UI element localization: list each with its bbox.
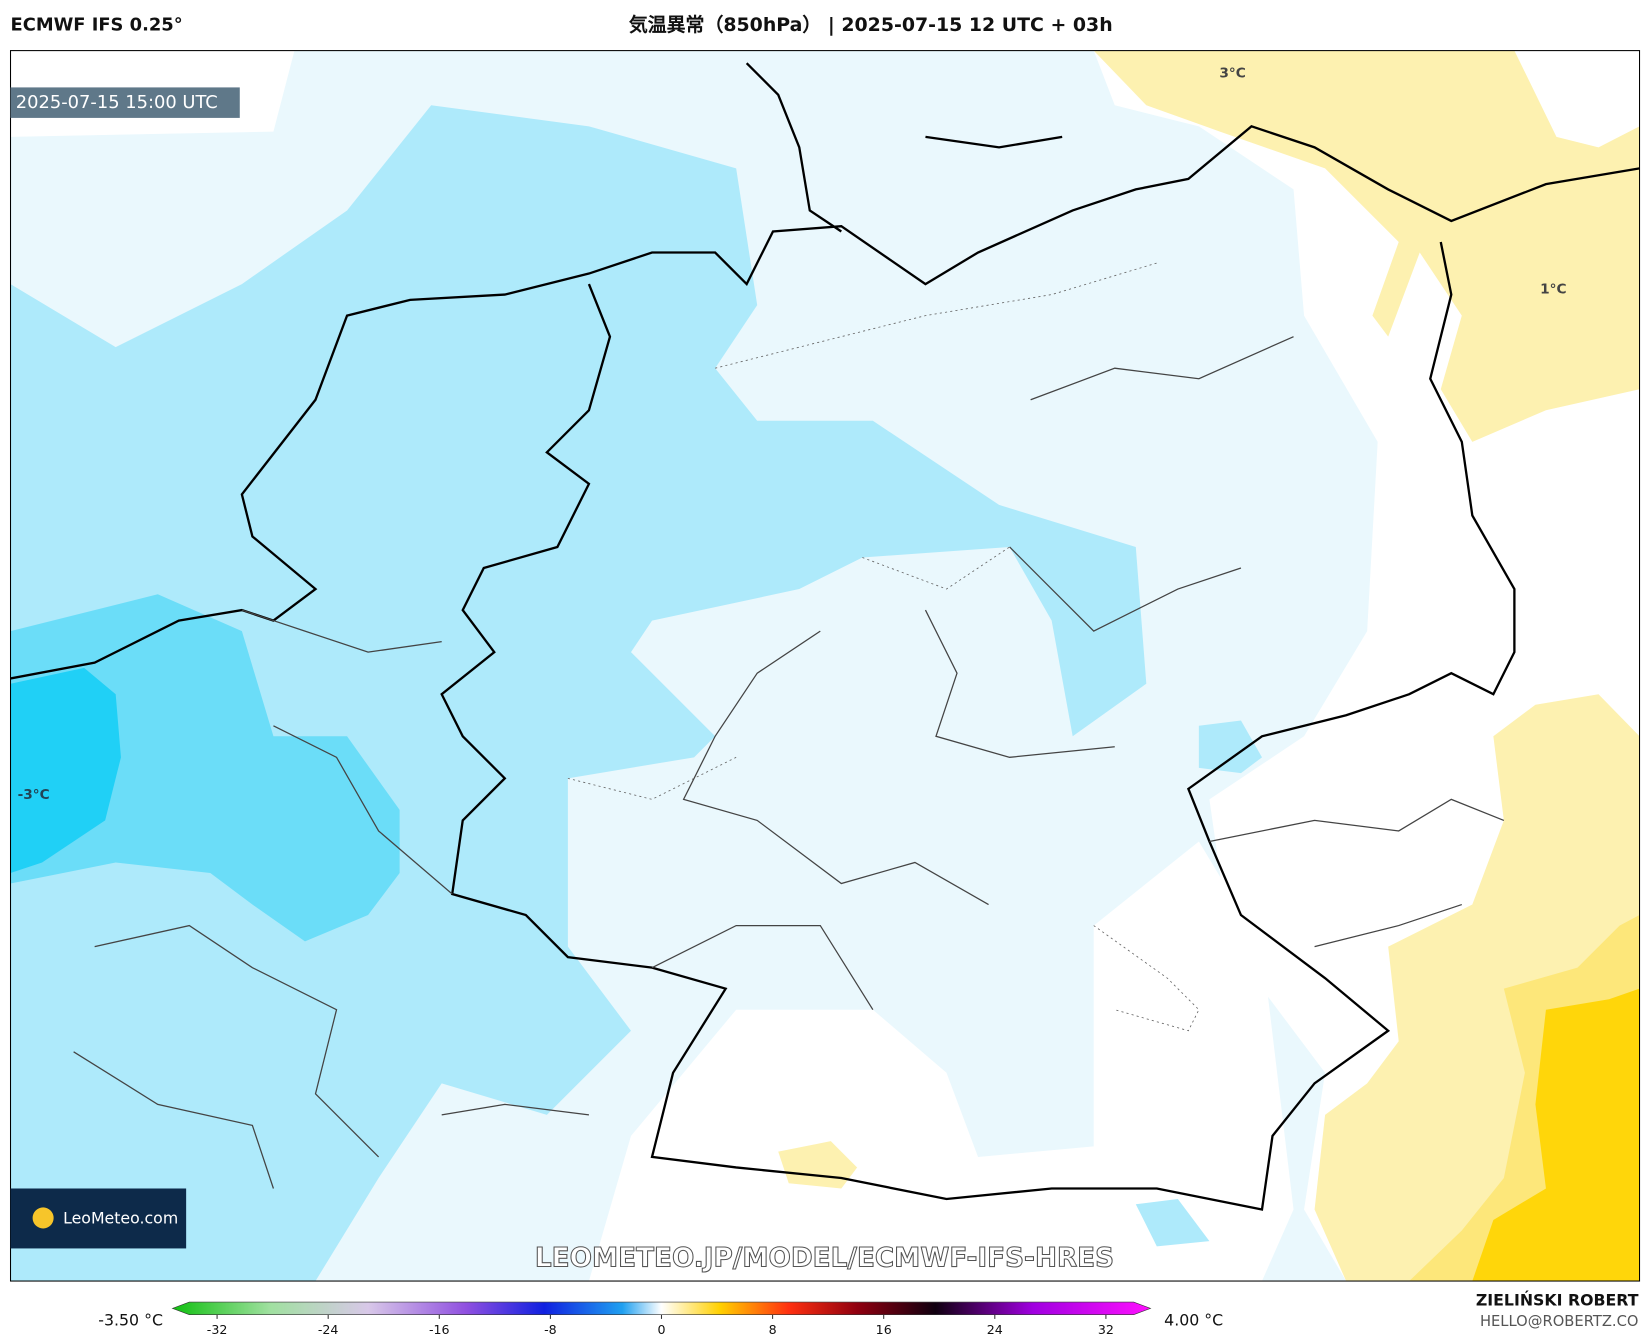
colorbar-tick-label: 32 [1098, 1322, 1114, 1337]
area-blue-core [10, 667, 121, 873]
watermark: LEOMETEO.JP/MODEL/ECMWF-IFS-HRES [535, 1243, 1114, 1273]
map-frame [9, 50, 1641, 1282]
region-border [73, 336, 1505, 1189]
map: 3°C 1°C -3°C 2025-07-15 15:00 UTC LeoMet… [9, 50, 1641, 1282]
coastline [745, 62, 1063, 233]
colorbar-min-label: -3.50 °C [98, 1311, 163, 1330]
logo-text: LeoMeteo.com [63, 1208, 178, 1227]
colorbar: -32 -24 -16 -8 0 8 16 24 32 [171, 1301, 1152, 1337]
area-yellow-strong [1472, 988, 1640, 1282]
email: HELLO@ROBERTZ.CO [1480, 1313, 1639, 1330]
colorbar-tick-label: 16 [876, 1322, 892, 1337]
contour-label: 3°C [1219, 66, 1245, 82]
dashed-border [567, 262, 1200, 1032]
logo-sun [32, 1207, 54, 1229]
colorbar-tick-label: -24 [318, 1322, 339, 1337]
colorbar-tick-label: 0 [657, 1322, 665, 1337]
colorbar-body [171, 1301, 1152, 1316]
map-title: 気温異常（850hPa） | 2025-07-15 12 UTC + 03h [629, 13, 1113, 36]
colorbar-tick-label: -32 [207, 1322, 228, 1337]
colorbar-tick-label: 8 [769, 1322, 777, 1337]
area-cyan [10, 105, 1147, 1282]
country-border [440, 241, 1516, 1211]
area-pale-yellow [1093, 50, 1640, 442]
colorbar-max-label: 4.00 °C [1164, 1311, 1223, 1330]
valid-time: 2025-07-15 15:00 UTC [16, 92, 218, 113]
area-cyan [1198, 720, 1262, 774]
colorbar-tick-label: 24 [987, 1322, 1003, 1337]
time-box [10, 87, 240, 118]
contour-label: 1°C [1540, 281, 1566, 297]
contour-label: -3°C [18, 787, 50, 803]
model-name: ECMWF IFS 0.25° [11, 14, 183, 35]
area-cyan [1135, 1199, 1210, 1247]
coastline [10, 125, 1640, 680]
colorbar-tick-label: -16 [429, 1322, 450, 1337]
colorbar-tick-label: -8 [544, 1322, 557, 1337]
author: ZIELIŃSKI ROBERT [1476, 1291, 1639, 1310]
area-blue [10, 594, 400, 942]
